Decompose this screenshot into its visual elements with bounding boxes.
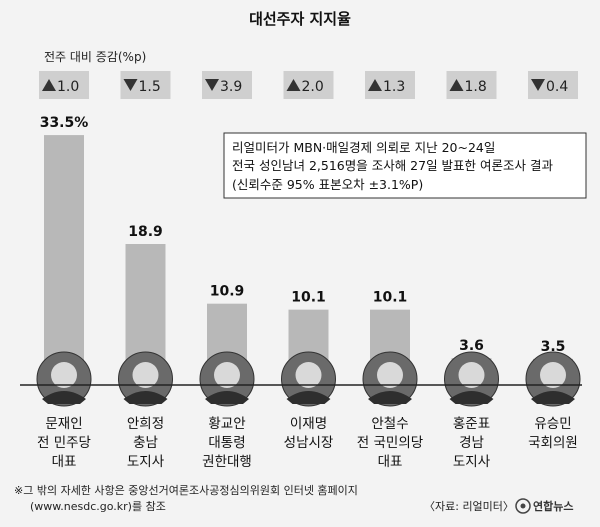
change-value: 3.9 [220, 79, 242, 95]
candidate-role: 대표 [378, 454, 403, 470]
candidate-role: 도지사 [453, 454, 491, 470]
portrait-shoulders [123, 391, 168, 404]
portrait-face [51, 362, 77, 388]
candidate-name: 홍준표 [453, 416, 490, 432]
chart-title: 대선주자 지지율 [249, 10, 351, 28]
value-label: 3.5 [541, 339, 566, 355]
candidate-role: 전 민주당 [37, 435, 91, 451]
candidate-name: 문재인 [45, 416, 82, 432]
change-value: 1.0 [57, 79, 79, 95]
value-label: 18.9 [128, 224, 163, 240]
change-label: 전주 대비 증감(%p) [44, 50, 146, 64]
survey-note: 리얼미터가 MBN·매일경제 의뢰로 지난 20~24일 전국 성인남녀 2,5… [223, 132, 587, 199]
candidate-role: 대통령 [208, 435, 245, 451]
candidate-name: 황교안 [208, 416, 245, 432]
candidate-name: 이재명 [290, 416, 327, 432]
value-label: 33.5% [40, 115, 89, 131]
portrait-face [540, 362, 566, 388]
value-label: 3.6 [459, 338, 484, 354]
candidate-name: 안철수 [371, 416, 408, 432]
survey-note-line-3: (신뢰수준 95% 표본오차 ±3.1%P) [232, 177, 423, 192]
candidate-role: 국회의원 [528, 435, 578, 451]
value-label: 10.1 [373, 290, 408, 306]
bar [44, 135, 84, 385]
portrait-shoulders [42, 391, 86, 404]
candidate-name: 안희정 [127, 416, 164, 432]
up-arrow-icon [286, 79, 301, 91]
portrait-shoulders [205, 391, 249, 404]
portrait-face [458, 362, 485, 388]
change-value: 1.8 [465, 79, 487, 95]
portrait-face [295, 362, 322, 388]
logo-text: 연합뉴스 [533, 499, 573, 513]
survey-note-box [223, 132, 587, 199]
value-label: 10.1 [291, 290, 326, 306]
candidate-role: 도지사 [127, 454, 165, 470]
survey-note-line-2: 전국 성인남녀 2,516명을 조사해 27일 발표한 여론조사 결과 [232, 158, 554, 173]
change-value: 1.3 [383, 79, 405, 95]
candidate-role: 권한대행 [202, 454, 252, 470]
portrait-shoulders [449, 391, 494, 404]
down-arrow-icon [123, 79, 138, 91]
yonhap-logo: 연합뉴스 [515, 498, 573, 514]
down-arrow-icon [205, 79, 219, 91]
candidate-role: 경남 [459, 435, 484, 451]
down-arrow-icon [531, 79, 545, 91]
candidate-role: 충남 [133, 435, 158, 451]
up-arrow-icon [449, 79, 464, 91]
change-value: 0.4 [546, 79, 568, 95]
candidate-role: 대표 [52, 454, 77, 470]
source-label: 〈자료: 리얼미터〉 [424, 499, 514, 513]
portrait-shoulders [368, 391, 412, 404]
logo-mark [515, 498, 531, 514]
value-label: 10.9 [210, 284, 245, 300]
candidate-role: 성남시장 [284, 435, 334, 451]
portrait-face [132, 362, 159, 388]
portrait-face [377, 362, 403, 388]
logo-mark-dot [520, 503, 526, 509]
up-arrow-icon [368, 79, 382, 91]
change-value: 1.5 [139, 79, 161, 95]
footnote-line-1: ※그 밖의 자세한 사항은 중앙선거여론조사공정심의위원회 인터넷 홈페이지 [14, 483, 358, 497]
portrait-shoulders [286, 391, 331, 404]
portrait-face [214, 362, 240, 388]
footnote-line-2: (www.nesdc.go.kr)를 참조 [30, 500, 166, 513]
candidate-name: 유승민 [534, 416, 571, 432]
change-value: 2.0 [302, 79, 324, 95]
up-arrow-icon [42, 79, 56, 91]
portrait-shoulders [531, 391, 575, 404]
candidate-role: 전 국민의당 [357, 435, 423, 451]
survey-note-line-1: 리얼미터가 MBN·매일경제 의뢰로 지난 20~24일 [232, 140, 495, 155]
